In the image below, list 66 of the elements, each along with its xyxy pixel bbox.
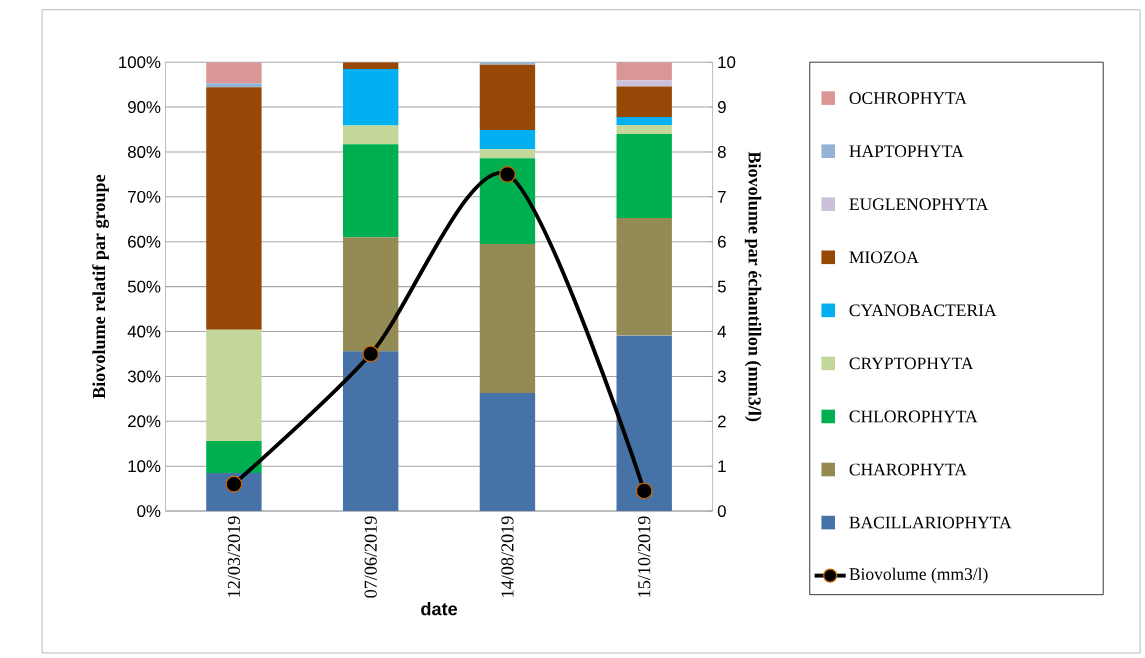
bar — [616, 86, 672, 118]
y2-axis-title: Biovolume par échantillon (mm3/l) — [744, 151, 762, 422]
bar — [342, 237, 399, 352]
bar — [342, 68, 399, 126]
y-tick-label: 100% — [119, 56, 161, 69]
y2-tick-label: 10 — [718, 56, 736, 69]
y2-tick-label: 6 — [718, 235, 726, 248]
bar — [479, 149, 536, 159]
bar — [616, 125, 672, 135]
bar — [479, 64, 536, 131]
legend-label: OCHROPHYTA — [849, 92, 967, 105]
y-tick-label: 0% — [137, 505, 161, 518]
bar — [479, 158, 536, 245]
bar — [616, 80, 672, 87]
legend-label: CYANOBACTERIA — [849, 304, 997, 317]
y2-tick-label: 9 — [717, 101, 726, 114]
bar — [616, 134, 672, 219]
bar — [342, 351, 399, 512]
legend-label: CHAROPHYTA — [849, 463, 967, 476]
y-tick-label: 50% — [127, 280, 161, 293]
bar — [616, 218, 672, 336]
y2-tick-label: 2 — [718, 415, 726, 428]
y-tick-label: 80% — [127, 146, 161, 158]
y-axis-title: Biovolume relatif par groupe — [92, 174, 109, 399]
y-tick-label: 20% — [128, 415, 161, 428]
legend-label: Biovolume (mm3/l) — [849, 567, 988, 584]
x-axis-title: date — [421, 602, 458, 616]
y2-tick-label: 5 — [717, 280, 726, 293]
y2-tick-label: 0 — [717, 505, 726, 518]
bar — [616, 117, 672, 126]
y2-tick-label: 4 — [717, 325, 727, 338]
bar — [342, 125, 399, 145]
point — [362, 345, 380, 363]
bar — [206, 87, 262, 330]
bar — [206, 62, 262, 84]
point — [635, 482, 653, 500]
x-tick-label: 07/06/2019 — [364, 516, 377, 598]
y-tick-label: 60% — [128, 235, 161, 248]
bar — [479, 393, 536, 512]
bar — [616, 62, 672, 81]
y2-tick-label: 8 — [717, 146, 726, 158]
y-tick-label: 70% — [128, 190, 161, 203]
x-tick-label: 14/08/2019 — [501, 516, 514, 597]
bar — [479, 244, 536, 394]
legend-label: CRYPTOPHYTA — [849, 357, 974, 370]
y2-tick-label: 7 — [718, 191, 726, 203]
bar — [616, 335, 672, 512]
y-tick-label: 90% — [128, 101, 161, 114]
y-tick-label: 30% — [127, 370, 161, 383]
bar — [206, 83, 262, 88]
legend-label: MIOZOA — [849, 251, 919, 264]
legend-label: HAPTOPHYTA — [849, 145, 964, 158]
x-tick-label: 12/03/2019 — [227, 516, 241, 597]
x-tick-label: 15/10/2019 — [638, 516, 651, 597]
bar — [342, 144, 399, 238]
y-tick-label: 10% — [128, 460, 161, 473]
y2-tick-label: 1 — [718, 460, 726, 473]
legend-label: CHLOROPHYTA — [849, 410, 978, 423]
y-tick-label: 40% — [127, 325, 161, 338]
legend-label: EUGLENOPHYTA — [849, 198, 989, 211]
point — [499, 166, 516, 183]
bar — [206, 441, 262, 474]
bar — [479, 130, 536, 150]
legend-label: BACILLARIOPHYTA — [849, 516, 1012, 529]
y2-tick-label: 3 — [717, 370, 726, 383]
bar — [206, 329, 262, 442]
